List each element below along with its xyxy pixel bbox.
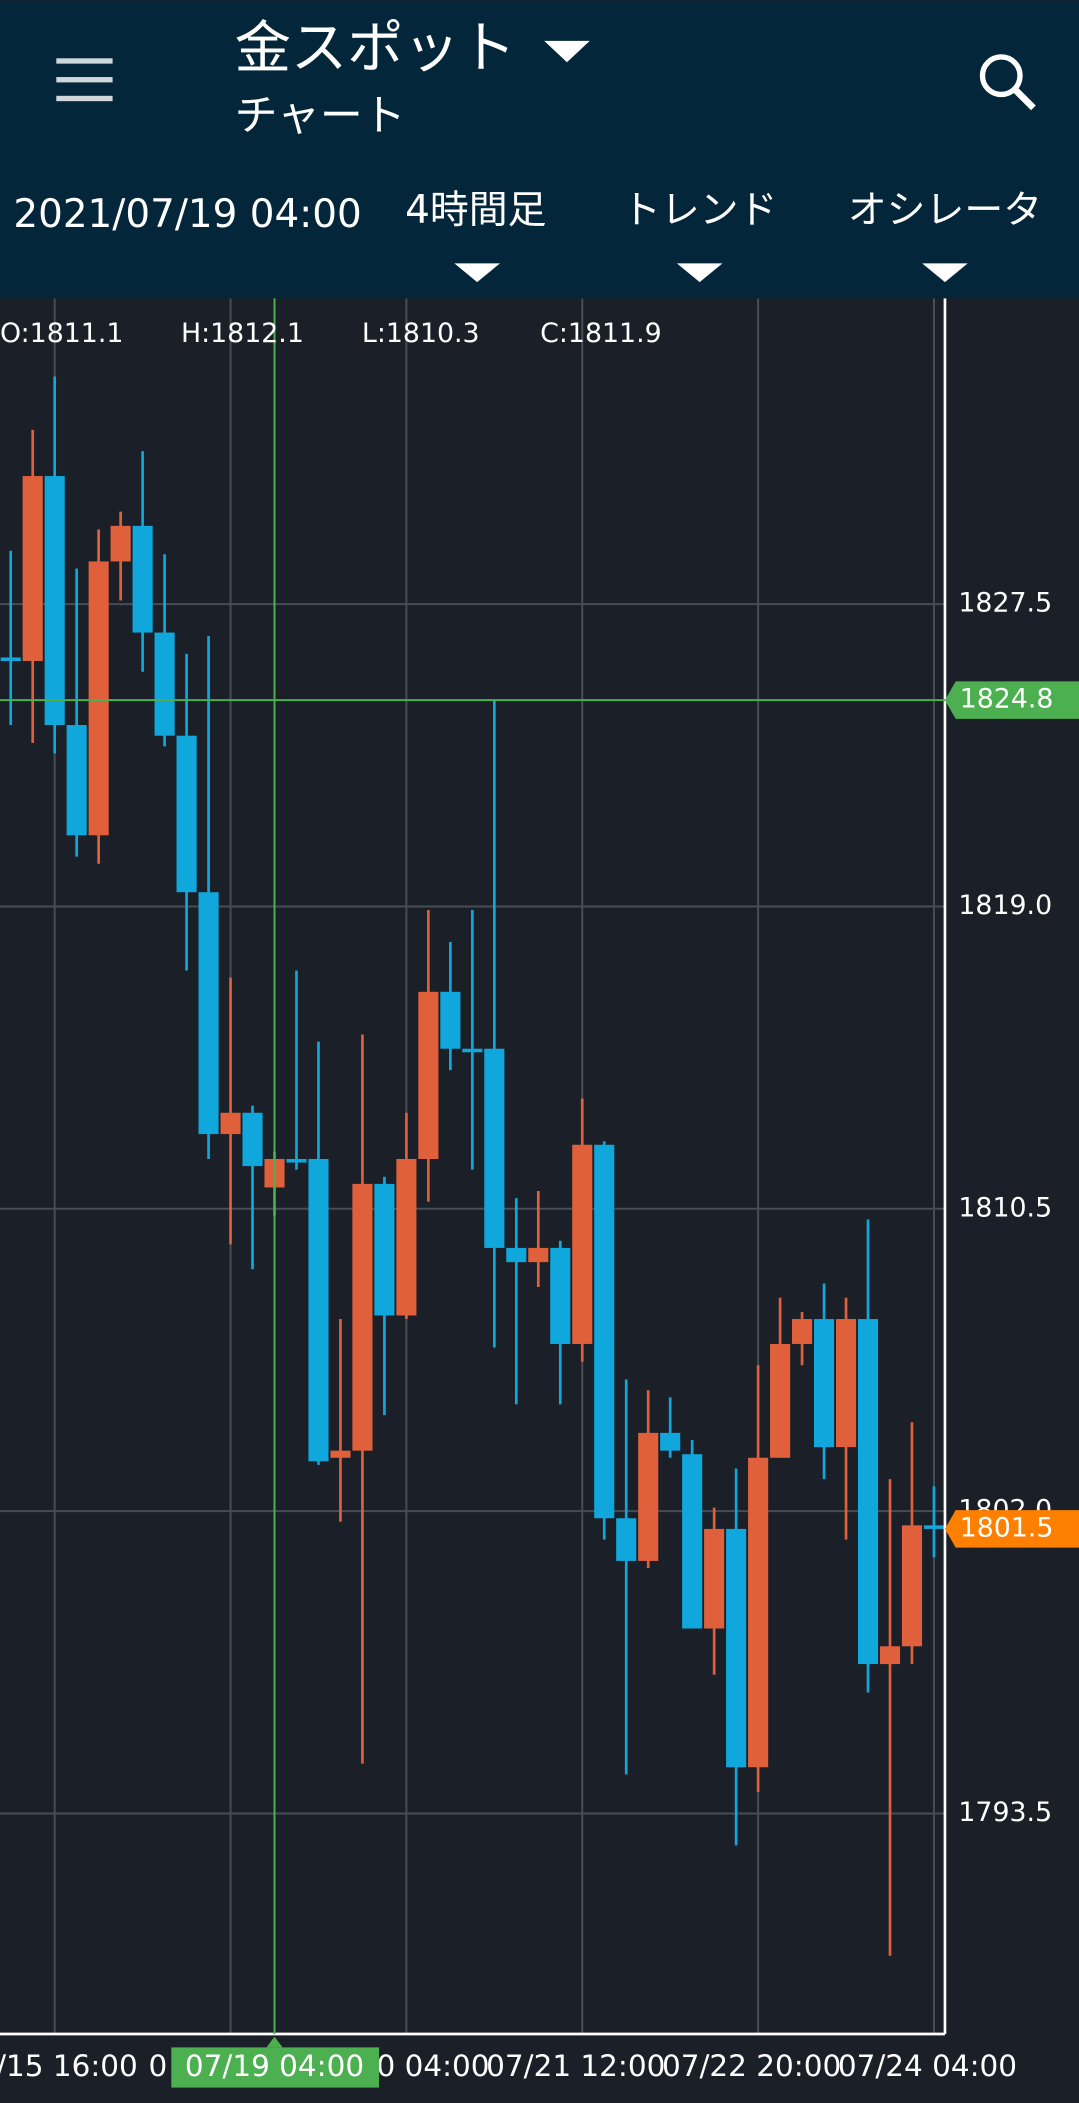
- candle-body: [616, 1518, 637, 1561]
- search-button[interactable]: [979, 54, 1036, 111]
- x-tick-label: 07/22 20:00: [662, 2049, 841, 2083]
- candle-body: [770, 1343, 791, 1458]
- dropdown-arrow[interactable]: [922, 263, 968, 283]
- candle-body: [440, 991, 461, 1049]
- menu-line: [56, 58, 113, 64]
- candle-body: [132, 525, 153, 633]
- candle-body: [638, 1432, 659, 1561]
- x-tick-label: 7/15 16:00: [0, 2049, 138, 2083]
- candle-body: [682, 1454, 703, 1629]
- candle-body: [594, 1144, 615, 1519]
- y-tick-label: 1810.5: [958, 1192, 1052, 1223]
- candle-body: [792, 1319, 813, 1344]
- candle-body: [923, 1525, 945, 1529]
- search-icon: [1012, 86, 1036, 111]
- candle-body: [220, 1112, 241, 1135]
- selected-time-label: 07/19 04:00: [185, 2049, 364, 2083]
- chart: 1827.51819.01810.51802.01793.51824.81801…: [0, 298, 1079, 2088]
- candle-body: [154, 632, 175, 736]
- candle-body: [396, 1158, 417, 1316]
- menu-button[interactable]: [56, 58, 113, 102]
- candle-body: [418, 991, 439, 1159]
- x-tick-label: 0: [149, 2049, 168, 2083]
- candle-body: [330, 1450, 351, 1458]
- dropdown-arrow[interactable]: [676, 263, 723, 283]
- menu-line: [56, 95, 113, 102]
- search-icon: [979, 54, 1023, 98]
- subtitle: チャート: [235, 91, 406, 141]
- candle-body: [286, 1158, 307, 1163]
- candle-body: [528, 1247, 549, 1263]
- candle-body: [704, 1528, 725, 1629]
- header-bar: [0, 0, 1079, 299]
- title[interactable]: 金スポット: [235, 16, 516, 81]
- candle-body: [66, 725, 87, 836]
- title-dropdown[interactable]: [544, 40, 590, 63]
- ohlc-label: H:1812.1: [181, 318, 304, 349]
- candle-body: [835, 1319, 857, 1448]
- menu-line: [56, 77, 113, 83]
- datetime: 2021/07/19 04:00: [13, 192, 361, 237]
- candle-body: [0, 657, 21, 662]
- x-tick-label: 07/21 12:00: [486, 2049, 665, 2083]
- dropdown-arrow[interactable]: [454, 263, 500, 283]
- x-tick-label: 07/24 04:00: [838, 2049, 1017, 2083]
- crosshair-price-label: 1824.8: [960, 684, 1054, 715]
- candle-body: [198, 892, 219, 1135]
- candle-body: [110, 525, 131, 562]
- menu-tab[interactable]: トレンド: [622, 188, 777, 233]
- candle-body: [242, 1112, 263, 1167]
- ohlc-label: L:1810.3: [362, 318, 480, 349]
- candle-body: [506, 1247, 527, 1263]
- menu-tab[interactable]: 4時間足: [405, 188, 546, 233]
- candle-body: [901, 1525, 923, 1647]
- y-tick-label: 1793.5: [958, 1797, 1052, 1828]
- candle-body: [879, 1646, 901, 1665]
- candle-body: [176, 735, 197, 893]
- candle-body: [857, 1319, 879, 1665]
- candle-body: [44, 476, 65, 726]
- x-tick-label: 20 04:00: [358, 2049, 490, 2083]
- candle-body: [484, 1048, 505, 1248]
- menu-tab[interactable]: オシレータ: [848, 188, 1042, 233]
- candle-body: [726, 1528, 747, 1768]
- candle-body: [22, 476, 43, 662]
- candle-body: [308, 1158, 329, 1462]
- candle-body: [352, 1183, 373, 1451]
- y-tick-label: 1819.0: [958, 890, 1052, 921]
- candle-body: [462, 1048, 483, 1053]
- selected-time-box: [171, 2047, 380, 2088]
- ohlc-label: C:1811.9: [540, 318, 662, 349]
- last-price-box: [944, 1510, 1079, 1548]
- candle-body: [660, 1432, 681, 1451]
- crosshair-price-box: [944, 681, 1079, 719]
- ohlc-label: O:1811.1: [0, 318, 123, 349]
- candle-body: [572, 1144, 593, 1344]
- candle-body: [374, 1183, 395, 1316]
- y-tick-label: 1827.5: [958, 588, 1052, 619]
- selected-time-pointer: [266, 2036, 283, 2048]
- candle-body: [748, 1457, 769, 1768]
- last-price-label: 1801.5: [960, 1512, 1054, 1543]
- candle-body: [88, 561, 109, 836]
- candle-body: [814, 1319, 835, 1448]
- candle-body: [550, 1247, 571, 1344]
